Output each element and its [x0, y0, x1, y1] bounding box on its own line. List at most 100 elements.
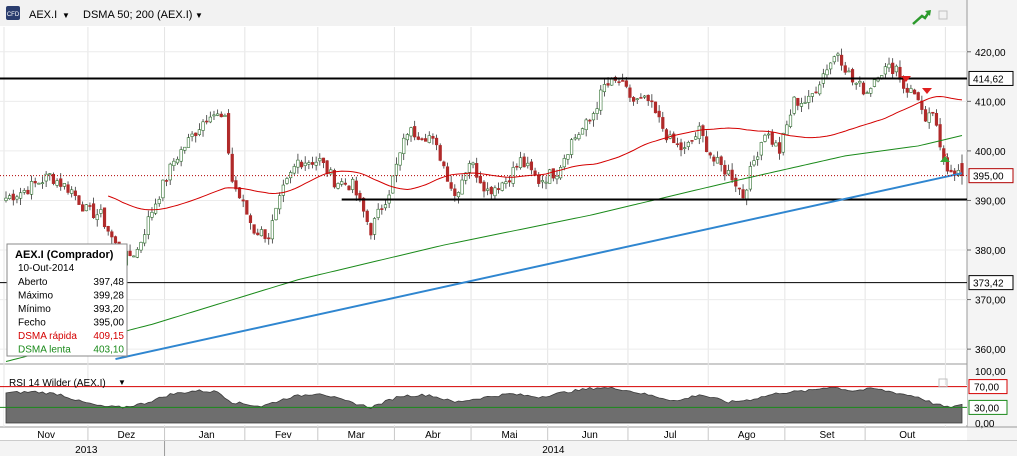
- candle-body: [621, 80, 625, 82]
- candle-body: [730, 169, 734, 181]
- candle-body: [960, 163, 964, 176]
- candle-body: [252, 224, 256, 234]
- candle-body: [679, 142, 683, 151]
- month-label: Jun: [582, 430, 598, 441]
- candle-body: [650, 100, 654, 103]
- candle-body: [216, 113, 220, 116]
- time-axis: Nov Dez Jan Fev Mar Abr Mai Jun Jul Ago Set Out 2013…: [37, 427, 916, 456]
- candle-body: [332, 170, 336, 188]
- candle-body: [934, 112, 939, 126]
- candle-body: [55, 180, 59, 186]
- candle-body: [161, 179, 165, 199]
- candle-body: [858, 81, 862, 84]
- candle-body: [595, 108, 599, 114]
- candle-body: [741, 189, 745, 199]
- candle-body: [548, 169, 552, 184]
- candle-body: [642, 95, 647, 98]
- candle-body: [785, 124, 789, 135]
- candle-body: [708, 152, 712, 156]
- year-label: 2013: [75, 445, 98, 456]
- info-row-value: 409,15: [93, 331, 124, 342]
- rsi-level-label: 70,00: [974, 383, 999, 394]
- candle-body: [949, 169, 953, 173]
- sell-signal-markers: ×: [901, 76, 950, 162]
- candle-body: [29, 181, 34, 195]
- candle-body: [894, 65, 898, 73]
- indicator-selector[interactable]: DSMA 50; 200 (AEX.I): [83, 9, 192, 21]
- candle-body: [810, 93, 814, 97]
- maximize-icon[interactable]: [938, 10, 948, 20]
- dsma-slow-line: [5, 135, 963, 363]
- candle-body: [154, 203, 158, 214]
- candle-body: [416, 136, 420, 140]
- candle-body: [467, 163, 472, 173]
- candle-body: [909, 88, 913, 93]
- candle-body: [496, 188, 501, 190]
- candle-body: [391, 175, 395, 194]
- candle-body: [197, 129, 201, 135]
- chevron-down-icon[interactable]: ▼: [118, 378, 126, 387]
- candle-body: [245, 200, 249, 215]
- rsi-label[interactable]: RSI 14 Wilder (AEX.I): [9, 378, 106, 389]
- maximize-icon[interactable]: [938, 378, 948, 388]
- candle-body: [814, 91, 818, 94]
- candle-body: [639, 97, 643, 99]
- candle-body: [230, 153, 234, 182]
- candle-body: [715, 157, 720, 164]
- trend-line[interactable]: [115, 172, 963, 361]
- candle-body: [486, 188, 490, 191]
- candle-body: [256, 232, 260, 236]
- chevron-down-icon[interactable]: ▼: [62, 11, 70, 20]
- candle-body: [226, 113, 231, 154]
- candle-body: [186, 137, 191, 148]
- toolbar-background: [0, 0, 1017, 26]
- info-row-value: 393,20: [93, 304, 124, 315]
- candle-body: [175, 158, 180, 164]
- candle-body: [376, 208, 380, 218]
- candle-body: [113, 236, 118, 244]
- candle-body: [405, 134, 409, 141]
- trend-arrow-icon[interactable]: [912, 10, 931, 25]
- price-tick-label: 360,00: [975, 345, 1006, 356]
- candle-body: [661, 117, 665, 129]
- candle-body: [274, 207, 278, 221]
- candle-body: [701, 125, 705, 136]
- candle-body: [40, 182, 45, 185]
- candle-body: [18, 192, 23, 199]
- candle-body: [223, 114, 227, 118]
- candle-body: [796, 97, 800, 106]
- candle-body: [289, 172, 293, 179]
- chevron-down-icon[interactable]: ▼: [195, 11, 203, 20]
- candle-body: [383, 204, 388, 209]
- candle-body: [81, 204, 85, 212]
- candle-body: [285, 178, 289, 184]
- candle-body: [135, 249, 139, 258]
- candle-body: [190, 133, 194, 137]
- candle-body: [686, 142, 690, 147]
- candle-body: [489, 186, 493, 195]
- svg-text:CFD: CFD: [7, 12, 20, 18]
- candle-body: [569, 139, 574, 155]
- candle-body: [887, 63, 891, 69]
- month-label: Ago: [738, 430, 756, 441]
- candle-body: [179, 149, 183, 162]
- candle-body: [95, 214, 99, 221]
- price-tick-label: 410,00: [975, 97, 1006, 108]
- cfd-icon[interactable]: CFD: [6, 6, 20, 20]
- candle-body: [482, 181, 486, 192]
- candle-body: [208, 116, 212, 123]
- candle-body: [770, 132, 774, 145]
- candle-body: [281, 184, 285, 196]
- price-label-box: [968, 168, 1014, 184]
- rsi-level-box: [968, 379, 1008, 395]
- info-row-label: Máximo: [18, 291, 53, 302]
- candle-body: [923, 109, 928, 122]
- candle-body: [628, 87, 632, 98]
- rsi-tick-label: 100,00: [975, 367, 1006, 378]
- candle-body: [234, 180, 238, 190]
- candle-body: [212, 114, 216, 117]
- candle-body: [807, 95, 811, 103]
- candle-body: [22, 190, 26, 193]
- symbol-selector[interactable]: AEX.I: [29, 9, 57, 21]
